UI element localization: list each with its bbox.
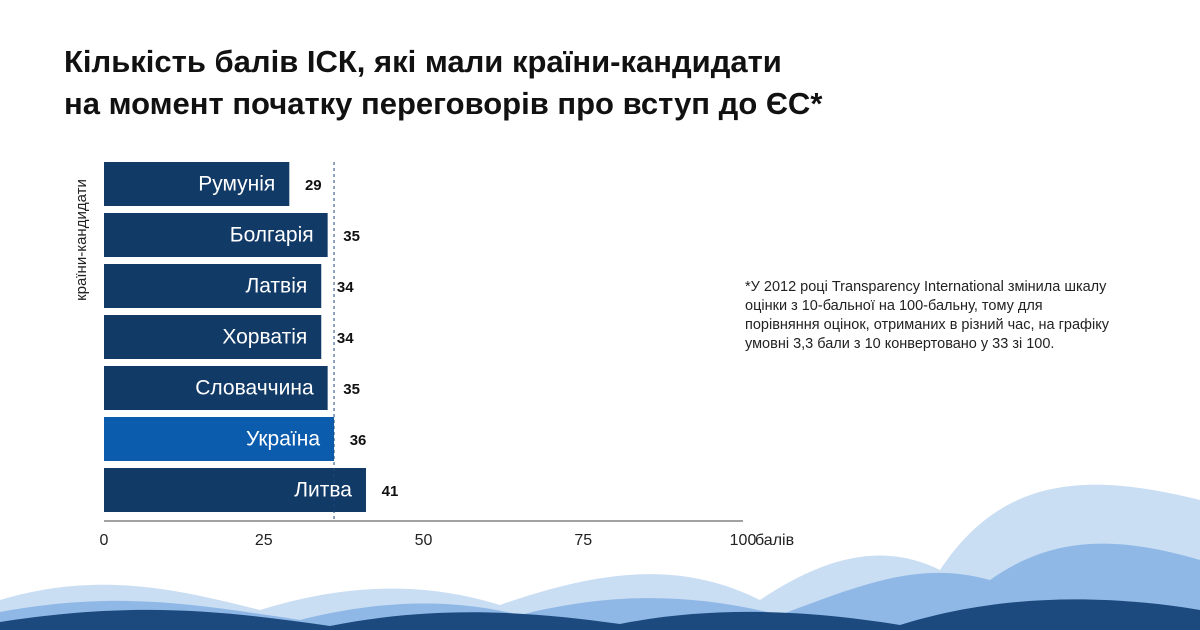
bar	[104, 468, 366, 512]
chart-title: Кількість балів ІСК, які мали країни-кан…	[64, 44, 782, 79]
x-tick-label: 75	[574, 532, 592, 549]
category-label: Болгарія	[230, 224, 314, 247]
x-tick-label: 25	[255, 532, 273, 549]
value-label: 36	[350, 432, 367, 449]
x-axis-label: балів	[755, 532, 794, 549]
y-axis-label: країни-кандидати	[73, 179, 90, 301]
bar	[104, 366, 328, 410]
chart-title: на момент початку переговорів про вступ …	[64, 86, 823, 121]
value-label: 35	[343, 381, 360, 398]
value-label: 34	[337, 279, 354, 296]
footnote: *У 2012 році Transparency International …	[745, 279, 1109, 352]
bar	[104, 213, 328, 257]
value-label: 29	[305, 177, 322, 194]
x-tick-label: 0	[100, 532, 109, 549]
value-label: 41	[382, 483, 399, 500]
category-label: Хорватія	[222, 326, 307, 349]
bar	[104, 264, 322, 308]
category-label: Словаччина	[195, 377, 314, 400]
category-label: Україна	[246, 428, 320, 451]
bar	[104, 315, 322, 359]
x-tick-label: 100	[730, 532, 757, 549]
bar	[104, 417, 335, 461]
category-label: Латвія	[245, 275, 307, 298]
value-label: 34	[337, 330, 354, 347]
background-waves	[0, 484, 1200, 630]
category-label: Литва	[294, 479, 352, 502]
bar	[104, 162, 290, 206]
value-label: 35	[343, 228, 360, 245]
x-tick-label: 50	[415, 532, 433, 549]
category-label: Румунія	[198, 173, 275, 196]
